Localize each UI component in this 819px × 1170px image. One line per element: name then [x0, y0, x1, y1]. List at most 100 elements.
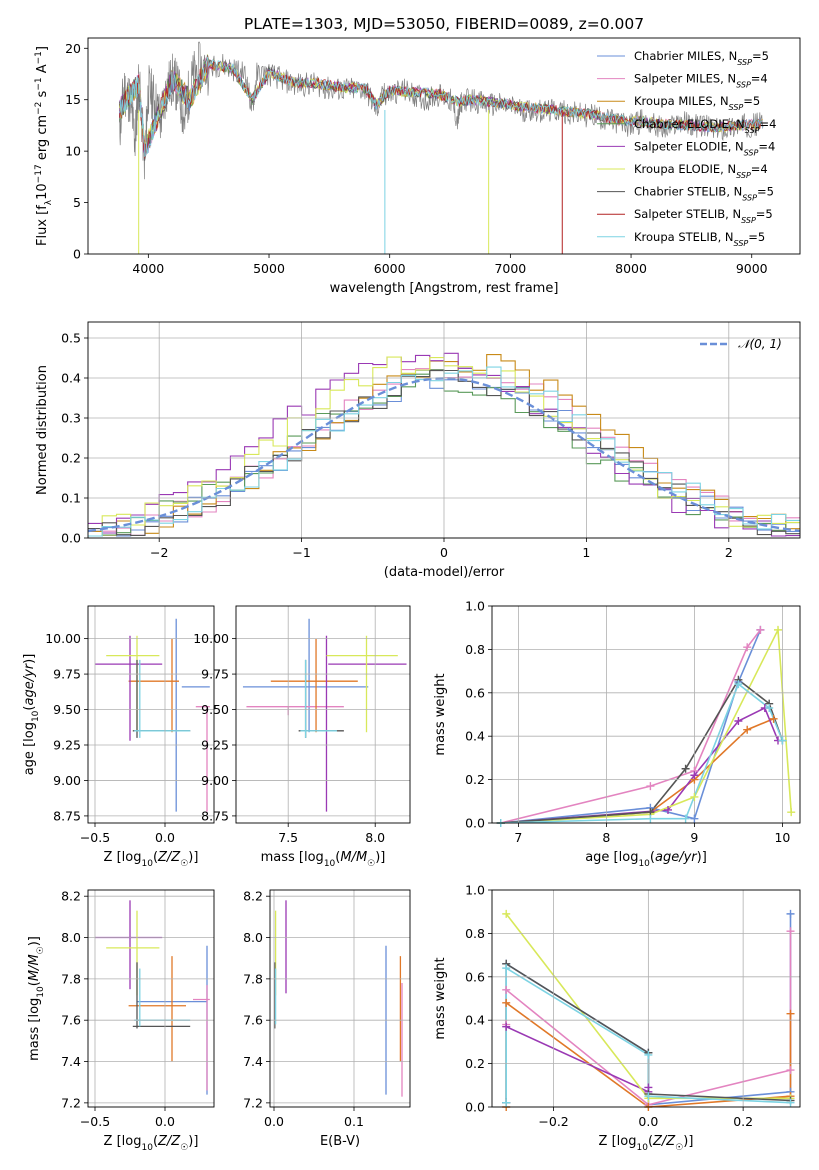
legend-text: Kroupa MILES, N — [634, 94, 729, 108]
x-tick-label: 7000 — [494, 261, 526, 276]
x-axis-label-part: Z [log — [104, 850, 142, 865]
y-tick-label: 0.3 — [61, 411, 81, 426]
mass-weight-marker — [786, 1009, 795, 1018]
x-tick-label: 7 — [514, 830, 522, 845]
y-axis-label-part: mass weight — [433, 673, 448, 755]
legend-tail: =4 — [760, 117, 777, 131]
x-axis-label-part: ☉ — [367, 859, 375, 869]
legend-text: Salpeter ELODIE, N — [634, 139, 744, 153]
y-tick-label: 7.6 — [61, 1013, 81, 1028]
x-axis-label-part: ( — [648, 1134, 653, 1149]
y-axis-label: mass weight — [433, 673, 448, 755]
y-tick-label: 7.8 — [61, 971, 81, 986]
y-tick-label: 15 — [65, 92, 81, 107]
x-tick-label: 7.5 — [278, 830, 298, 845]
y-tick-label: 9.75 — [201, 667, 229, 682]
y-tick-label: 7.2 — [61, 1095, 81, 1110]
legend-sub: SSP — [744, 148, 759, 157]
x-axis-label-part: age [log — [585, 850, 638, 865]
y-tick-label: 0.8 — [465, 642, 485, 657]
x-tick-label: 0 — [440, 545, 448, 560]
legend-sub: SSP — [745, 125, 760, 134]
mass-weight-marker — [786, 1098, 795, 1107]
y-axis-label-part: age/yr — [22, 662, 37, 705]
legend-text: Chabrier MILES, N — [634, 49, 737, 63]
y-axis-label-part: )] — [27, 936, 42, 946]
x-tick-label: −0.5 — [80, 830, 110, 845]
x-axis-label-part: )] — [188, 1134, 198, 1149]
mass-weight-marker — [644, 1092, 653, 1101]
y-tick-label: 7.6 — [243, 1013, 263, 1028]
model-spectrum-line — [119, 56, 763, 158]
x-axis-label-part: ☉ — [180, 1143, 188, 1153]
legend-text: Chabrier STELIB, N — [634, 185, 742, 199]
mass-weight-marker — [787, 808, 796, 817]
y-tick-label: 9.25 — [53, 737, 81, 752]
y-tick-label: 8.0 — [243, 930, 263, 945]
legend-sub: SSP — [736, 80, 751, 89]
x-axis-label: age [log10(age/yr)] — [585, 850, 707, 869]
x-tick-label: 4000 — [132, 261, 164, 276]
x-axis-label-part: (data-model)/error — [384, 565, 505, 580]
y-tick-label: 8.0 — [61, 930, 81, 945]
x-axis-label-part: ( — [335, 850, 340, 865]
x-tick-label: 0.0 — [264, 1114, 284, 1129]
x-axis-label-part: )] — [683, 1134, 693, 1149]
y-tick-label: 20 — [65, 41, 81, 56]
legend-tail: =4 — [758, 139, 775, 153]
y-tick-label: 0.2 — [465, 1056, 485, 1071]
x-tick-label: 8000 — [615, 261, 647, 276]
x-tick-label: −1 — [292, 545, 310, 560]
mass-weight-marker — [743, 725, 752, 734]
panel-weight_vs_Z: −0.2 0.0 0.2 0.0 0.2 0.4 0.6 0.8 1.0 Z [log10(Z/Z… — [433, 883, 801, 1153]
plot-area — [119, 41, 764, 254]
panel-residual: −2 −1 0 1 2 0.0 0.1 0.2 0.3 0.4 0.5 (data-model)/er… — [35, 321, 801, 580]
mass-weight-line — [500, 678, 784, 823]
mass-weight-marker — [769, 714, 778, 723]
mass-weight-marker — [502, 985, 511, 994]
legend-text: Kroupa ELODIE, N — [634, 162, 736, 176]
x-axis-label-part: 10 — [141, 859, 153, 869]
y-tick-label: 9.25 — [201, 737, 229, 752]
y-axis-label-part: −17 — [34, 164, 44, 183]
mass-weight-marker — [765, 703, 774, 712]
x-axis-label-part: 10 — [141, 1143, 153, 1153]
mass-weight-marker — [502, 1022, 511, 1031]
legend-tail: =5 — [757, 185, 774, 199]
mass-weight-marker — [756, 625, 765, 634]
x-axis-label: Z [log10(Z/Z☉)] — [104, 850, 199, 869]
y-axis-label-part: M/M — [27, 954, 42, 981]
axes-frame — [87, 889, 215, 1108]
mass-weight-marker — [664, 805, 672, 814]
legend-tail: =5 — [748, 230, 765, 244]
y-axis-label-part: )] — [22, 654, 37, 664]
legend-text: Salpeter MILES, N — [634, 72, 736, 86]
y-tick-label: 9.75 — [53, 667, 81, 682]
y-tick-label: 0.4 — [61, 371, 81, 386]
y-axis-label-part: mass [log — [27, 998, 42, 1061]
x-axis-label: E(B-V) — [320, 1134, 360, 1149]
y-tick-label: 0.0 — [465, 816, 485, 831]
mass-weight-marker — [502, 1098, 511, 1107]
y-tick-label: 9.00 — [53, 773, 81, 788]
y-axis-label-part: λ — [44, 199, 54, 205]
y-tick-label: 1.0 — [465, 599, 485, 614]
mass-weight-marker — [786, 1066, 795, 1075]
x-tick-label: 2 — [725, 545, 733, 560]
x-tick-label: 8 — [602, 830, 610, 845]
x-tick-label: 1 — [582, 545, 590, 560]
y-tick-label: 9.00 — [201, 773, 229, 788]
mass-weight-marker — [502, 909, 511, 918]
x-axis-label-part: ☉ — [675, 1143, 683, 1153]
x-tick-label: 9000 — [736, 261, 768, 276]
y-tick-label: 0.2 — [61, 451, 81, 466]
x-axis-label-part: ( — [650, 850, 655, 865]
y-tick-label: 0.5 — [61, 331, 81, 346]
mass-weight-marker — [646, 782, 655, 791]
mass-weight-marker — [778, 736, 787, 745]
axes-frame — [87, 37, 801, 255]
legend-sub: SSP — [742, 193, 757, 202]
legend-entry: Kroupa MILES, NSSP=5 — [634, 94, 760, 112]
y-axis-label: age [log10(age/yr)] — [22, 654, 41, 776]
x-tick-label: 10 — [774, 830, 790, 845]
